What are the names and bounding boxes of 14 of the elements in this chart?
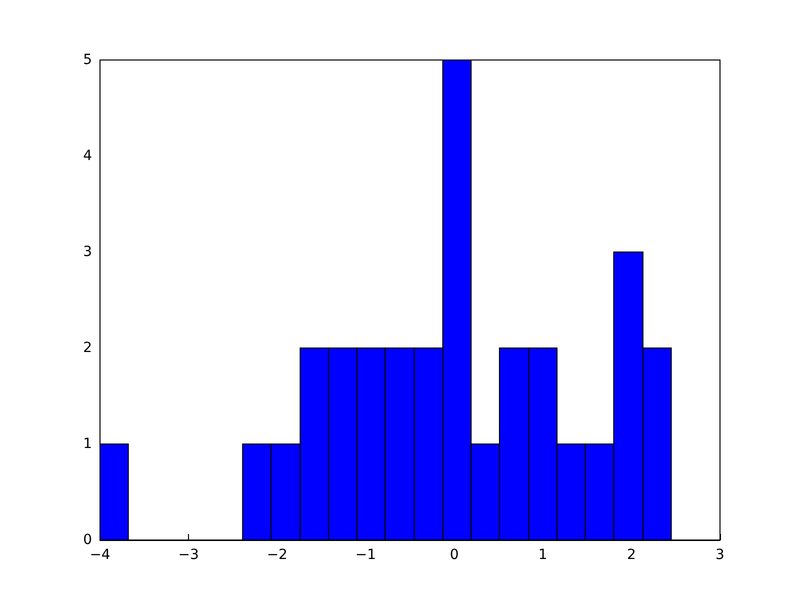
x-tick-label: −2 bbox=[266, 547, 288, 563]
x-tick-label: −1 bbox=[355, 547, 376, 563]
y-tick-label: 1 bbox=[83, 436, 92, 452]
x-tick-label: −4 bbox=[90, 547, 110, 563]
x-tick-label: 2 bbox=[626, 547, 636, 563]
x-tick-label: 0 bbox=[450, 547, 459, 563]
y-tick-label: 5 bbox=[83, 52, 92, 68]
y-tick-label: 0 bbox=[83, 532, 92, 548]
y-tick-label: 3 bbox=[83, 244, 92, 260]
y-tick-label: 4 bbox=[83, 148, 92, 164]
y-tick-label: 2 bbox=[83, 340, 92, 356]
x-tick-label: 3 bbox=[716, 547, 724, 563]
x-tick-label: −3 bbox=[178, 547, 199, 563]
x-tick-label: 1 bbox=[538, 547, 548, 563]
